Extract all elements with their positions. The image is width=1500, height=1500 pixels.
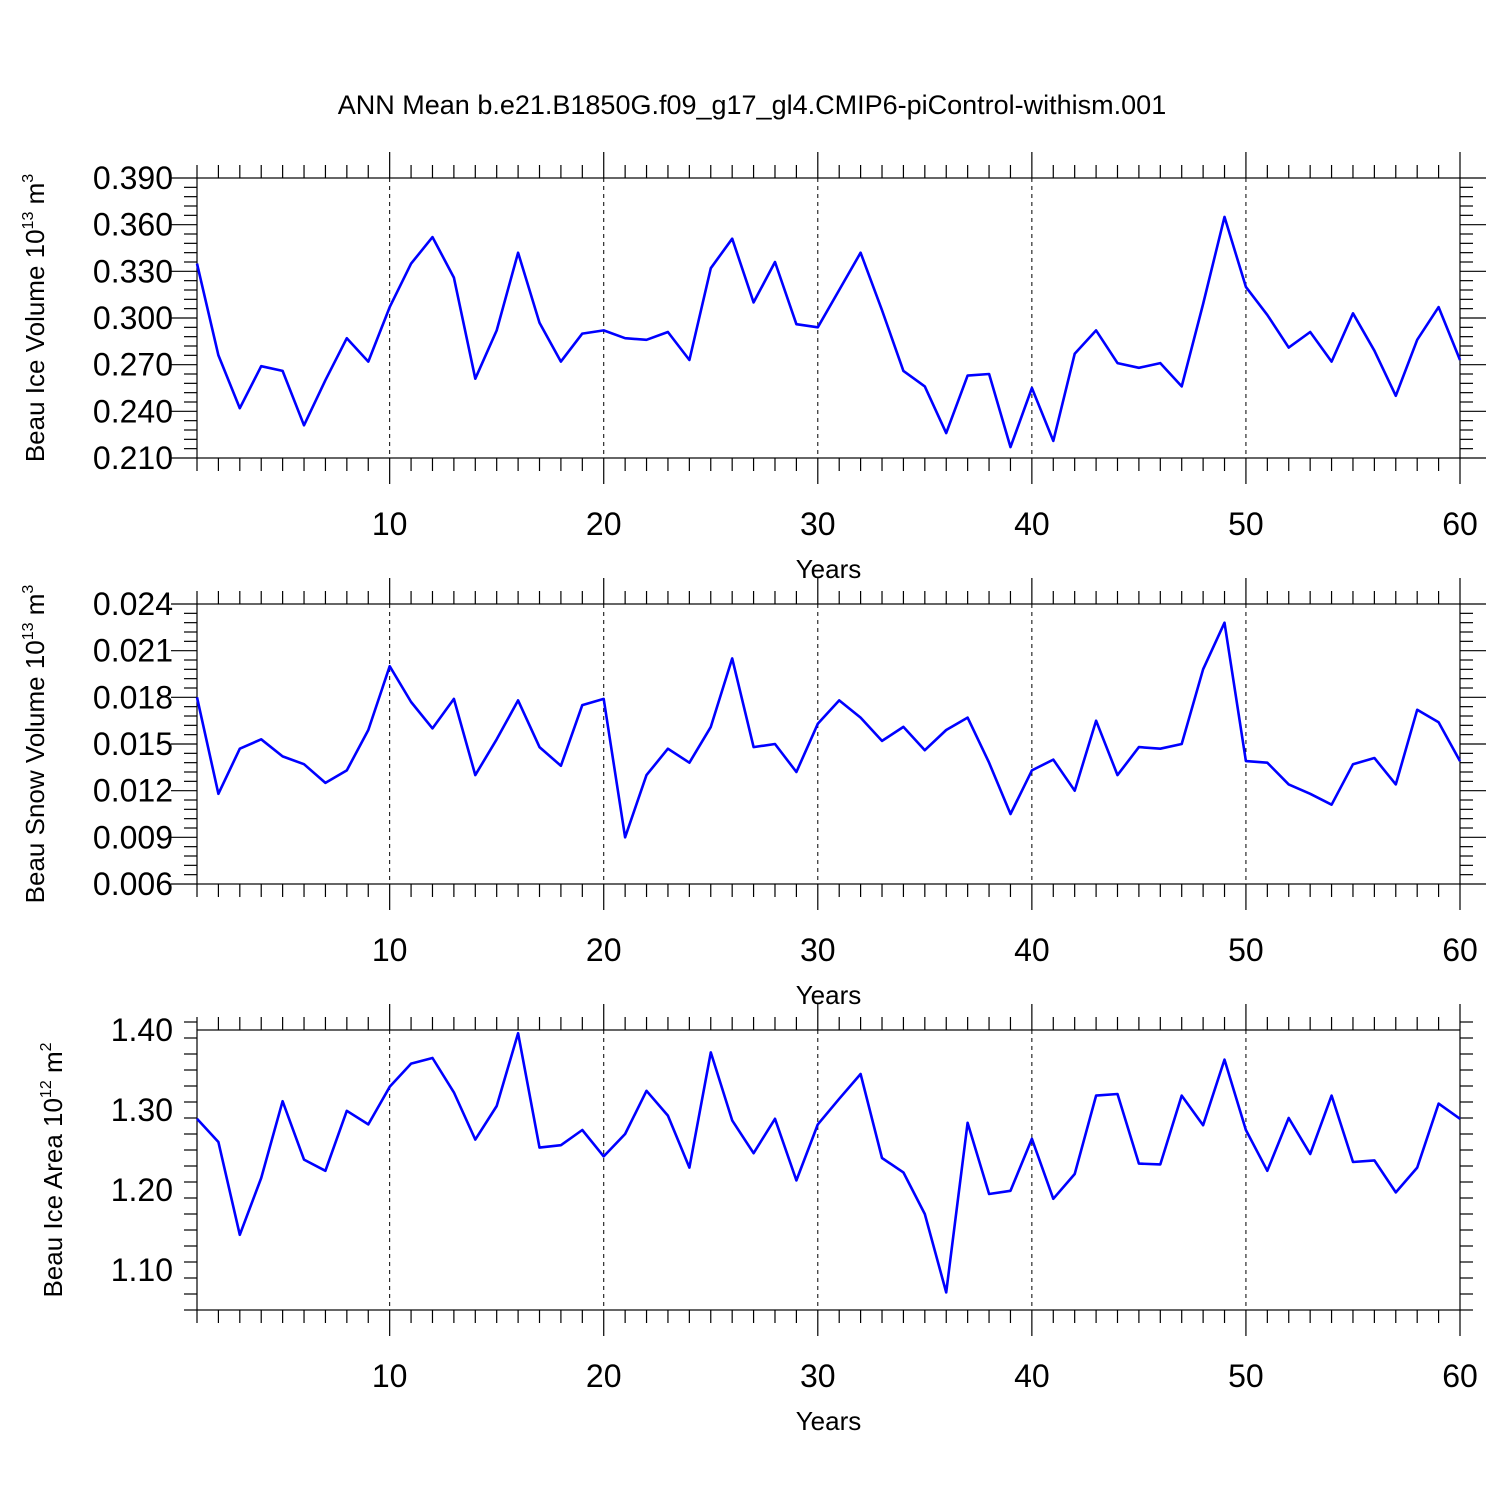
x-axis-label: Years: [796, 980, 862, 1010]
y-tick-label: 0.270: [93, 347, 173, 383]
y-tick-label: 1.30: [111, 1092, 173, 1128]
x-tick-label: 50: [1228, 1358, 1264, 1394]
y-tick-label: 0.300: [93, 300, 173, 336]
plot-frame: [196, 177, 1461, 459]
y-tick-label: 0.360: [93, 207, 173, 243]
x-axis-label: Years: [796, 1406, 862, 1436]
y-tick-label: 0.240: [93, 393, 173, 429]
y-tick-label: 1.10: [111, 1252, 173, 1288]
y-tick-label: 0.330: [93, 253, 173, 289]
x-tick-label: 60: [1442, 1358, 1478, 1394]
y-axis-label: Beau Ice Area 1012 m2: [38, 1042, 68, 1297]
x-tick-label: 20: [586, 932, 622, 968]
y-tick-label: 0.006: [93, 866, 173, 902]
x-tick-label: 10: [372, 506, 408, 542]
chart-title: ANN Mean b.e21.B1850G.f09_g17_gl4.CMIP6-…: [338, 90, 1166, 120]
x-tick-label: 20: [586, 506, 622, 542]
y-axis-label: Beau Ice Volume 1013 m3: [20, 174, 50, 462]
y-tick-label: 0.210: [93, 440, 173, 476]
x-tick-label: 50: [1228, 506, 1264, 542]
x-tick-label: 20: [586, 1358, 622, 1394]
x-tick-label: 30: [800, 932, 836, 968]
series-line: [195, 215, 1462, 449]
y-tick-label: 1.20: [111, 1172, 173, 1208]
panel-snow-volume: 0.006 0.009 0.012 0.015 0.018 0.021 0.024 10 20 3…: [20, 578, 1486, 1010]
x-tick-label: 60: [1442, 932, 1478, 968]
x-tick-label: 30: [800, 1358, 836, 1394]
series-line: [196, 1031, 1461, 1294]
x-tick-label: 40: [1014, 1358, 1050, 1394]
x-tick-label: 10: [372, 1358, 408, 1394]
x-tick-label: 10: [372, 932, 408, 968]
y-tick-label: 0.012: [93, 773, 173, 809]
x-tick-label: 50: [1228, 932, 1264, 968]
x-tick-label: 30: [800, 506, 836, 542]
x-tick-label: 40: [1014, 506, 1050, 542]
panel-ice-area: 1.10 1.20 1.30 1.40 10 20 30 40 50 60 Years Beau Ic…: [38, 1004, 1478, 1436]
y-tick-label: 0.018: [93, 679, 173, 715]
y-tick-label: 0.390: [93, 160, 173, 196]
x-tick-label: 60: [1442, 506, 1478, 542]
y-tick-label: 0.015: [93, 726, 173, 762]
y-tick-label: 0.024: [93, 586, 173, 622]
plot-frame: [196, 1029, 1461, 1311]
y-tick-label: 1.40: [111, 1012, 173, 1048]
x-axis-label: Years: [796, 554, 862, 584]
plot-frame: [196, 603, 1461, 885]
x-tick-label: 40: [1014, 932, 1050, 968]
panel-ice-volume: 0.210 0.240 0.270 0.300 0.330 0.360 0.390 10 20 3…: [20, 152, 1486, 584]
y-tick-label: 0.009: [93, 819, 173, 855]
y-tick-label: 0.021: [93, 633, 173, 669]
y-axis-label: Beau Snow Volume 1013 m3: [20, 585, 50, 904]
series-line: [195, 621, 1462, 839]
